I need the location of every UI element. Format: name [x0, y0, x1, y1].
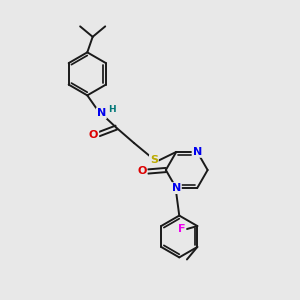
Text: S: S	[150, 155, 158, 165]
Text: N: N	[172, 183, 181, 193]
Text: N: N	[97, 108, 106, 118]
Text: O: O	[137, 167, 147, 176]
Text: O: O	[89, 130, 98, 140]
Text: N: N	[193, 147, 202, 157]
Text: H: H	[108, 105, 115, 114]
Text: F: F	[178, 224, 185, 234]
